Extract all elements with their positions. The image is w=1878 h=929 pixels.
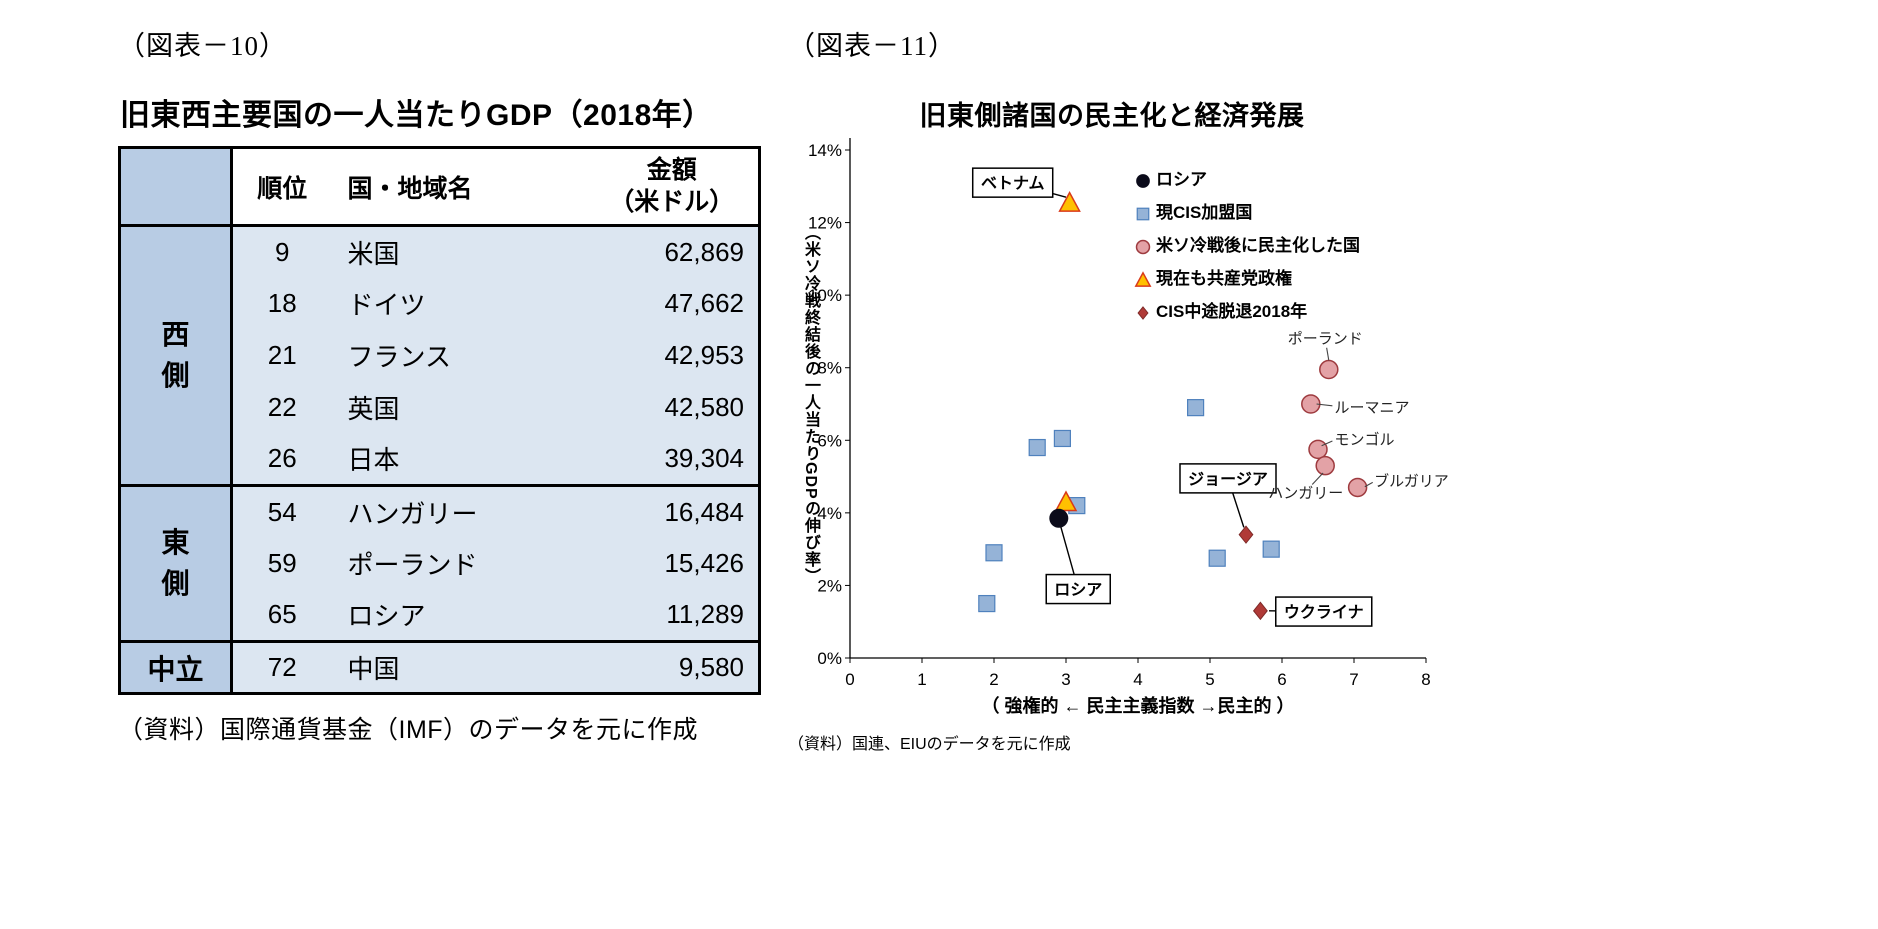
- table-row: 65 ロシア 11,289: [120, 589, 760, 642]
- table-row: 中立 72 中国 9,580: [119, 640, 760, 694]
- table-row: 26 日本 39,304: [120, 433, 760, 486]
- country-cell: ポーランド: [331, 537, 590, 590]
- table-row: 22 英国 42,580: [120, 381, 760, 434]
- svg-text:12%: 12%: [808, 214, 842, 233]
- legend-marker-russia: [1136, 173, 1150, 188]
- rank-cell: 26: [231, 433, 332, 486]
- legend-marker-cis: [1136, 207, 1150, 220]
- table-row: 東側 54 ハンガリー 16,484: [119, 484, 760, 642]
- country-cell: 英国: [331, 381, 590, 434]
- legend-marker-democratized: [1135, 239, 1151, 254]
- country-cell: ハンガリー: [331, 484, 590, 538]
- table-row: 21 フランス 42,953: [120, 329, 760, 382]
- figure-11-title: 旧東側諸国の民主化と経済発展: [919, 101, 1305, 131]
- legend-marker-communist: [1134, 270, 1152, 287]
- legend-item-cis: 現CIS加盟国: [1134, 201, 1360, 225]
- gdp-table: 順位 国・地域名 金額 （米ドル） 西側 9 米国 62,869 18: [118, 146, 761, 695]
- svg-text:2: 2: [989, 670, 998, 689]
- legend-item-communist: 現在も共産党政権: [1134, 267, 1360, 291]
- svg-text:3: 3: [1061, 670, 1070, 689]
- svg-text:8: 8: [1421, 670, 1430, 689]
- svg-text:1: 1: [917, 670, 926, 689]
- figure-11-tag: （図表－11）: [788, 31, 956, 61]
- svg-text:6: 6: [1277, 670, 1286, 689]
- svg-text:4%: 4%: [817, 504, 842, 523]
- country-cell: ロシア: [331, 589, 590, 642]
- figure-11: （図表－11） 旧東側諸国の民主化と経済発展 （米ソ冷戦終結後の一人当たりGDP…: [782, 24, 1482, 794]
- amount-cell: 62,869: [589, 224, 760, 278]
- svg-text:ウクライナ: ウクライナ: [1284, 604, 1364, 622]
- table-row: 西側 9 米国 62,869: [119, 224, 760, 486]
- svg-text:ルーマニア: ルーマニア: [1335, 400, 1410, 417]
- country-cell: 中国: [331, 640, 590, 694]
- figure-10-source: （資料）国際通貨基金（IMF）のデータを元に作成: [118, 716, 699, 744]
- rank-cell: 9: [231, 224, 332, 278]
- chart-legend: ロシア現CIS加盟国 米ソ冷戦後に民主化した国 現在も共産党政権 CIS中途脱退201…: [1134, 168, 1360, 324]
- svg-text:0: 0: [845, 670, 854, 689]
- col-header-rank: 順位: [231, 147, 332, 227]
- amount-cell: 9,580: [589, 640, 760, 694]
- amount-cell: 11,289: [589, 589, 760, 642]
- y-axis-label: （米ソ冷戦終結後の一人当たりGDPの伸び率）: [802, 223, 819, 585]
- chart-area: （米ソ冷戦終結後の一人当たりGDPの伸び率） 0% 2% 4% 6% 8% 10% 12% 1…: [782, 128, 1482, 738]
- country-cell: フランス: [331, 329, 590, 382]
- col-header-country: 国・地域名: [331, 147, 590, 227]
- legend-item-cis-withdrawn: CIS中途脱退2018年: [1134, 300, 1360, 324]
- table-row: 18 ドイツ 47,662: [120, 277, 760, 330]
- amount-cell: 39,304: [589, 433, 760, 486]
- table-row: 59 ポーランド 15,426: [120, 537, 760, 590]
- legend-item-democratized: 米ソ冷戦後に民主化した国: [1134, 234, 1360, 258]
- amount-cell: 42,953: [589, 329, 760, 382]
- col-header-amount: 金額 （米ドル）: [589, 147, 760, 227]
- figure-10-tag: （図表－10）: [118, 31, 287, 61]
- amount-cell: 42,580: [589, 381, 760, 434]
- rank-cell: 72: [231, 640, 332, 694]
- svg-text:0%: 0%: [817, 649, 842, 668]
- amount-cell: 47,662: [589, 277, 760, 330]
- svg-text:ジョージア: ジョージア: [1188, 471, 1268, 488]
- svg-text:モンゴル: モンゴル: [1335, 431, 1395, 449]
- rank-cell: 65: [231, 589, 332, 642]
- legend-item-russia: ロシア: [1134, 168, 1360, 192]
- svg-text:ブルガリア: ブルガリア: [1374, 472, 1449, 490]
- rank-cell: 22: [231, 381, 332, 434]
- svg-text:7: 7: [1349, 670, 1358, 689]
- rank-cell: 59: [231, 537, 332, 590]
- country-cell: ドイツ: [331, 277, 590, 330]
- svg-text:5: 5: [1205, 670, 1214, 689]
- svg-text:ポーランド: ポーランド: [1288, 331, 1363, 348]
- group-label-neutral: 中立: [119, 640, 233, 694]
- amount-cell: 15,426: [589, 537, 760, 590]
- table-corner-cell: [119, 147, 233, 227]
- country-cell: 日本: [331, 433, 590, 486]
- group-label-east: 東側: [119, 484, 233, 642]
- svg-text:4: 4: [1133, 670, 1142, 689]
- figure-10: （図表－10） 旧東西主要国の一人当たりGDP（2018年） 順位 国・地域名 …: [118, 24, 768, 824]
- svg-text:2%: 2%: [817, 576, 842, 595]
- svg-text:ハンガリー: ハンガリー: [1268, 485, 1343, 502]
- legend-marker-cis-withdrawn: [1137, 305, 1149, 320]
- svg-text:10%: 10%: [808, 286, 842, 305]
- figure-10-title: 旧東西主要国の一人当たりGDP（2018年）: [120, 99, 713, 132]
- x-axis-label: （ 強権的 ← 民主主義指数 →民主的 ）: [981, 696, 1295, 716]
- col-header-amount-line2: （米ドル）: [609, 187, 735, 216]
- svg-text:ベトナム: ベトナム: [981, 175, 1045, 193]
- col-header-amount-line1: 金額: [646, 156, 697, 185]
- group-label-west: 西側: [119, 224, 233, 486]
- scatter-plot: 0%2%4%6%8%10%12%14%0 1 2 3 4 5 6 7 8ベトナムロシアジョージア…: [808, 138, 1449, 689]
- svg-text:ロシア: ロシア: [1054, 582, 1102, 599]
- rank-cell: 21: [231, 329, 332, 382]
- rank-cell: 54: [231, 484, 332, 538]
- amount-cell: 16,484: [589, 484, 760, 538]
- table-header-row: 順位 国・地域名 金額 （米ドル）: [119, 147, 760, 227]
- svg-text:8%: 8%: [817, 359, 842, 378]
- svg-text:14%: 14%: [808, 141, 842, 160]
- rank-cell: 18: [231, 277, 332, 330]
- svg-text:6%: 6%: [817, 431, 842, 450]
- country-cell: 米国: [331, 224, 590, 278]
- figure-11-source: （資料）国連、EIUのデータを元に作成: [788, 736, 1071, 753]
